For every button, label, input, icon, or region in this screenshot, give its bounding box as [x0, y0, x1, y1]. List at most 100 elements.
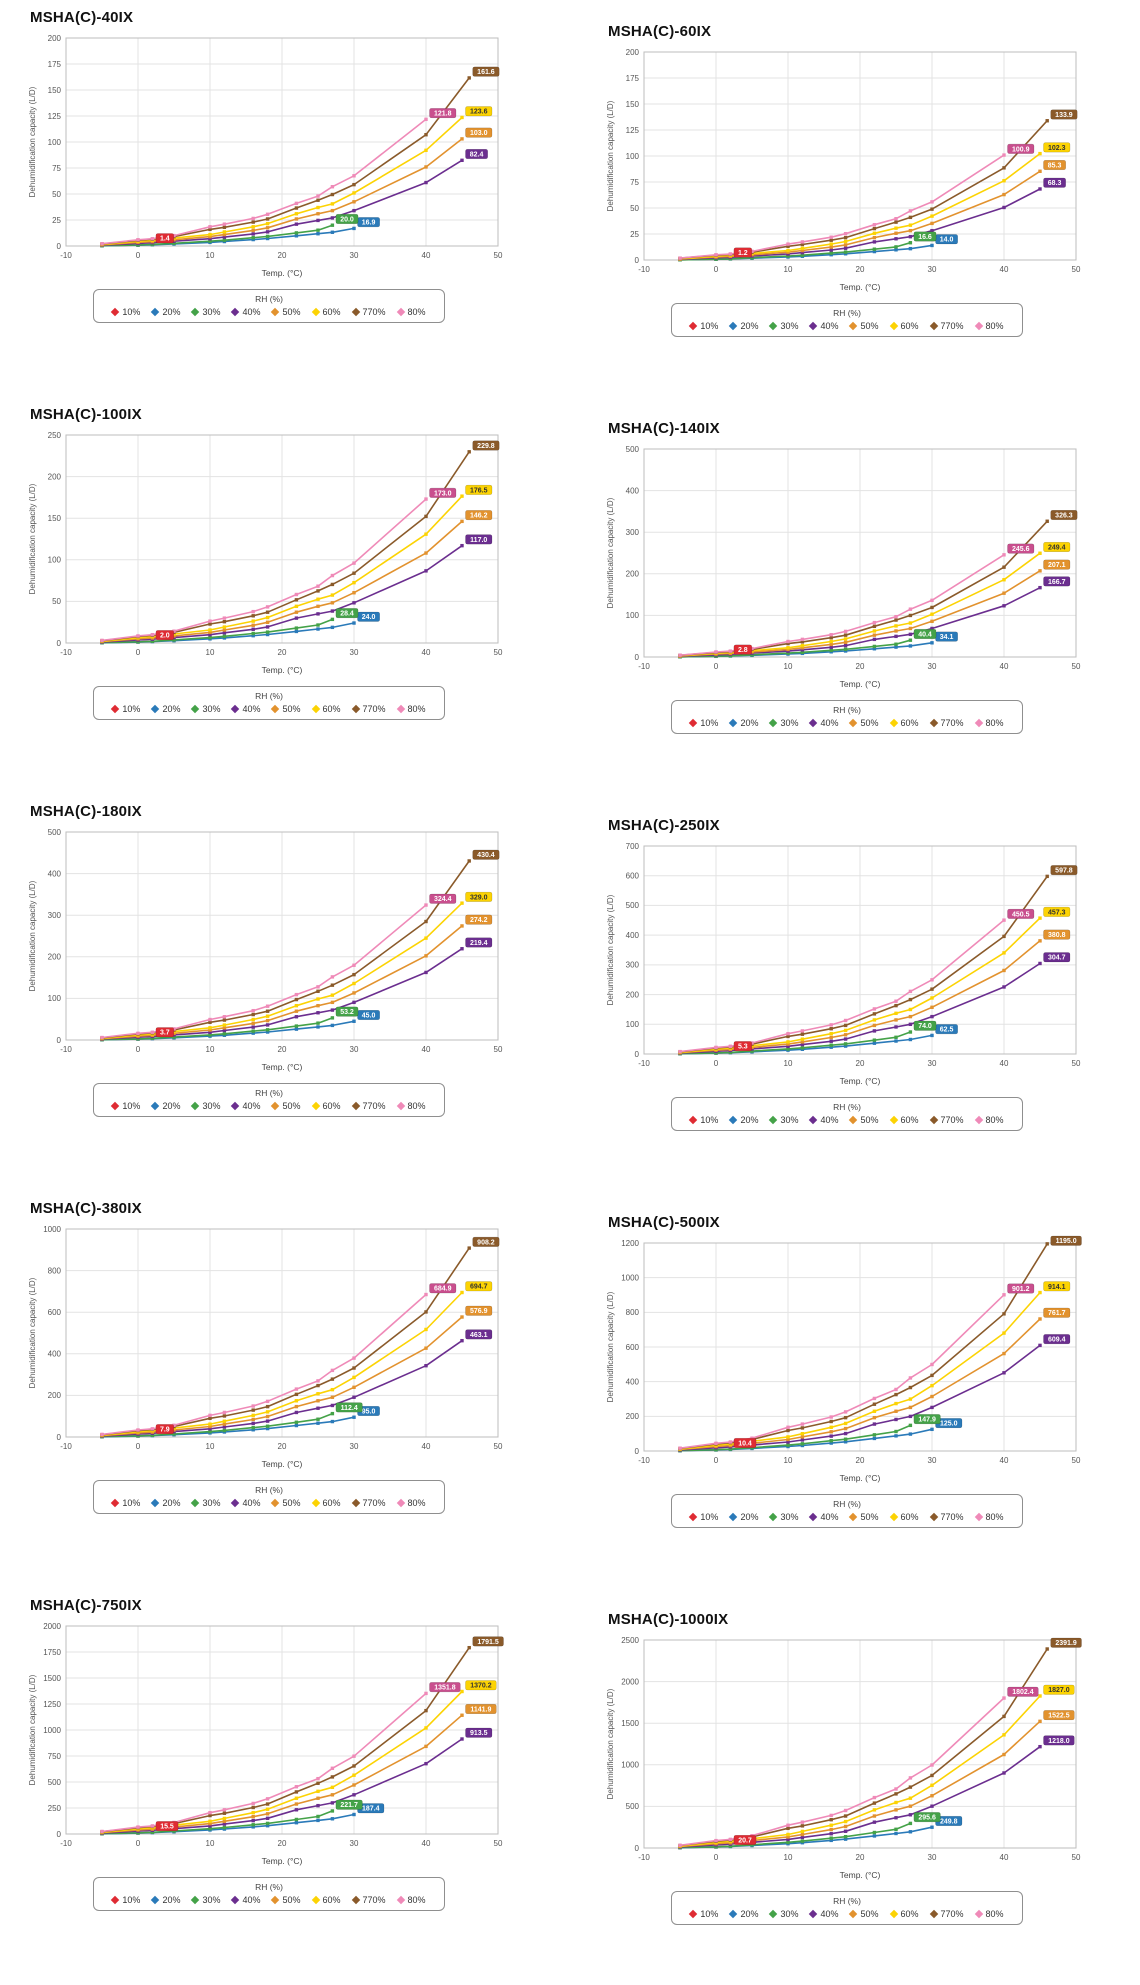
- chart-panel-msha-c-500ix: MSHA(C)-500IX -10 0 10 20 30 40 50 0 200 400 600 800…: [552, 1205, 1140, 1588]
- legend-diamond-icon: [809, 1512, 818, 1522]
- point-label: 123.6: [465, 106, 493, 117]
- legend-item-rh-60: 60%: [311, 1498, 341, 1508]
- svg-text:20: 20: [278, 1839, 287, 1848]
- legend-diamond-icon: [396, 1498, 405, 1508]
- legend-item-label: 60%: [322, 704, 341, 714]
- svg-text:125: 125: [48, 112, 62, 121]
- legend-item-label: 80%: [985, 1909, 1004, 1919]
- legend-diamond-icon: [191, 1101, 200, 1111]
- point-label: 112.4: [335, 1402, 363, 1413]
- point-label: 102.3: [1043, 142, 1071, 153]
- legend-item-label: 50%: [282, 1101, 301, 1111]
- point-label: 1827.0: [1043, 1684, 1075, 1695]
- svg-text:329.0: 329.0: [470, 894, 488, 901]
- svg-text:28.4: 28.4: [340, 611, 354, 618]
- point-label: 207.1: [1043, 559, 1071, 570]
- svg-text:5.3: 5.3: [738, 1044, 748, 1051]
- legend-diamond-icon: [191, 1895, 200, 1905]
- svg-text:600: 600: [48, 1308, 62, 1317]
- legend-item-label: 20%: [740, 1909, 759, 1919]
- legend-diamond-icon: [849, 718, 858, 728]
- svg-text:245.6: 245.6: [1012, 546, 1030, 553]
- legend-item-label: 10%: [700, 718, 719, 728]
- chart-panel-msha-c-750ix: MSHA(C)-750IX -10 0 10 20 30 40 50 0 250 500 750 100…: [0, 1588, 552, 1971]
- legend-title: RH (%): [255, 691, 283, 701]
- svg-text:150: 150: [48, 514, 62, 523]
- line-chart: -10 0 10 20 30 40 50020040060080010001200Temp.…: [606, 1235, 1082, 1483]
- legend-item-rh-30: 30%: [191, 307, 220, 317]
- point-label: 82.4: [465, 149, 488, 160]
- svg-text:10: 10: [206, 648, 215, 657]
- svg-text:50: 50: [494, 1442, 503, 1451]
- svg-text:15.5: 15.5: [160, 1824, 174, 1831]
- legend-item-label: 80%: [985, 718, 1004, 728]
- x-axis-title: Temp. (°C): [840, 1473, 881, 1483]
- y-axis-title: Dehumidification capacity (L/D): [606, 497, 615, 608]
- chart-row: MSHA(C)-40IX -10 0 10 20 30 40 50 0 25 50 75 100 125 1…: [0, 0, 1140, 397]
- svg-text:20: 20: [856, 1853, 865, 1862]
- chart-panel-msha-c-100ix: MSHA(C)-100IX -10 0 10 20 30 40 50 0 50 100 150 200 2…: [0, 397, 552, 780]
- point-label: 53.2: [335, 1006, 359, 1017]
- legend-diamond-icon: [396, 1895, 405, 1905]
- legend-item-rh-60: 60%: [889, 1115, 919, 1125]
- legend-item-label: 40%: [242, 1101, 261, 1111]
- point-label: 1141.9: [465, 1703, 497, 1714]
- svg-text:40: 40: [422, 648, 431, 657]
- svg-text:50: 50: [494, 251, 503, 260]
- legend-diamond-icon: [729, 1909, 738, 1919]
- legend-item-rh-10: 10%: [689, 1115, 719, 1125]
- point-label: 219.4: [465, 937, 493, 948]
- legend-diamond-icon: [271, 1895, 280, 1905]
- legend-item-label: 20%: [162, 1895, 181, 1905]
- svg-text:913.5: 913.5: [470, 1730, 488, 1737]
- chart-panel-msha-c-40ix: MSHA(C)-40IX -10 0 10 20 30 40 50 0 25 50 75 100 125 1…: [0, 0, 552, 383]
- legend-diamond-icon: [111, 1895, 120, 1905]
- legend-item-label: 40%: [242, 1895, 261, 1905]
- svg-text:30: 30: [928, 1059, 937, 1068]
- legend-item-rh-80: 80%: [974, 1512, 1004, 1522]
- svg-text:200: 200: [48, 1391, 62, 1400]
- point-label: 249.4: [1043, 541, 1071, 552]
- svg-text:274.2: 274.2: [470, 917, 488, 924]
- point-label: 14.0: [935, 234, 958, 245]
- point-label: 1.2: [733, 247, 753, 258]
- chart-title: MSHA(C)-500IX: [608, 1214, 720, 1231]
- point-label: 245.6: [1007, 543, 1035, 554]
- line-chart: -10 0 10 20 30 40 5002505007501000125015001750…: [28, 1622, 504, 1866]
- svg-text:75: 75: [52, 164, 61, 173]
- legend-item-label: 50%: [860, 1909, 879, 1919]
- svg-text:400: 400: [48, 869, 62, 878]
- legend-item-label: 10%: [700, 1512, 719, 1522]
- legend-item-label: 10%: [700, 1115, 719, 1125]
- legend-item-rh-20: 20%: [729, 321, 758, 331]
- svg-text:249.4: 249.4: [1048, 544, 1066, 551]
- svg-text:176.5: 176.5: [470, 487, 488, 494]
- chart-legend: RH (%) 10% 20% 30% 40% 50% 60% 770% 80%: [93, 289, 445, 323]
- legend-item-rh-10: 10%: [111, 1895, 140, 1905]
- series-line-rh-40: [679, 962, 1041, 1054]
- point-label: 2.0: [155, 630, 175, 641]
- svg-text:50: 50: [1072, 1059, 1081, 1068]
- legend-item-label: 20%: [740, 718, 759, 728]
- point-label: 173.0: [429, 487, 457, 498]
- chart-panel-msha-c-250ix: MSHA(C)-250IX -10 0 10 20 30 40 50 0 100 200 300 400…: [552, 808, 1140, 1191]
- legend-item-rh-770: 770%: [351, 1895, 386, 1905]
- legend-item-label: 20%: [162, 1498, 181, 1508]
- legend-item-label: 20%: [740, 1115, 759, 1125]
- legend-item-rh-770: 770%: [929, 1115, 964, 1125]
- svg-text:1195.0: 1195.0: [1056, 1238, 1077, 1245]
- legend-item-rh-60: 60%: [311, 1101, 341, 1111]
- legend-item-rh-30: 30%: [191, 704, 220, 714]
- series-line-rh-40: [101, 159, 463, 246]
- x-axis-title: Temp. (°C): [840, 282, 881, 292]
- legend-item-label: 40%: [242, 307, 261, 317]
- legend-item-rh-40: 40%: [231, 1498, 260, 1508]
- svg-text:0: 0: [714, 265, 719, 274]
- svg-text:0: 0: [635, 1050, 640, 1059]
- point-label: 430.4: [472, 849, 500, 860]
- legend-diamond-icon: [231, 704, 240, 714]
- legend-diamond-icon: [351, 704, 360, 714]
- legend-item-rh-40: 40%: [231, 1895, 261, 1905]
- svg-text:20: 20: [278, 1045, 287, 1054]
